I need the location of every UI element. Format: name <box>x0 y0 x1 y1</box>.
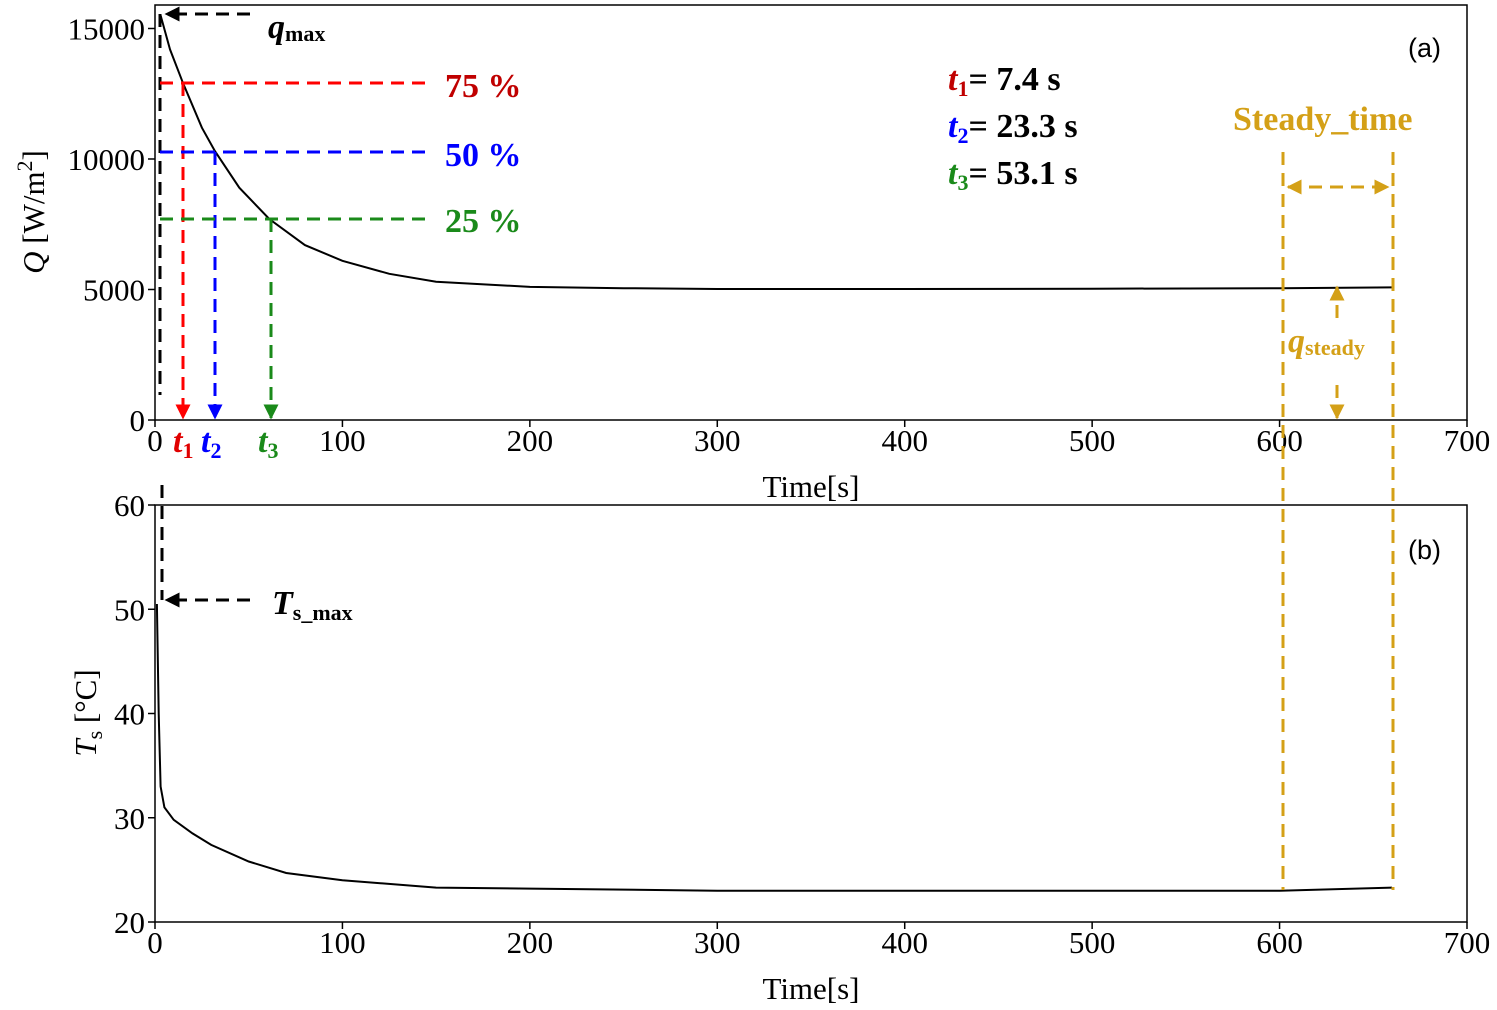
x-tick-label: 500 <box>1069 925 1116 960</box>
subscript: 3 <box>957 170 968 195</box>
unit: ] <box>16 150 51 160</box>
x-tick-label: 100 <box>319 925 366 960</box>
x-tick-label: 100 <box>319 423 366 458</box>
t-label: t2 <box>201 423 221 463</box>
x-tick-label: 600 <box>1256 423 1303 458</box>
y-tick-label: 40 <box>114 697 145 732</box>
x-tick-label: 300 <box>694 423 741 458</box>
x-tick-label: 600 <box>1256 925 1303 960</box>
x-axis-label: Time[s] <box>762 469 859 504</box>
x-tick-label: 0 <box>147 925 163 960</box>
level-label: 25 % <box>445 203 522 240</box>
symbol: Q <box>16 252 51 274</box>
y-tick-label: 0 <box>130 403 146 438</box>
symbol: t <box>948 155 959 192</box>
x-tick-label: 300 <box>694 925 741 960</box>
y-axis-label: Q [W/m2] <box>12 150 51 274</box>
y-tick-label: 5000 <box>83 272 145 307</box>
result: t3= 53.1 s <box>948 155 1078 195</box>
x-tick-label: 200 <box>507 423 554 458</box>
value: = 7.4 s <box>968 61 1060 98</box>
symbol: t <box>948 108 959 145</box>
x-tick-label: 700 <box>1444 925 1491 960</box>
annotation-texts: qmax 75 % 50 % 25 % t1 t2 t3 t1= 7.4 s t… <box>12 9 1441 757</box>
level-label: 50 % <box>445 137 522 174</box>
value: = 23.3 s <box>968 108 1077 145</box>
symbol: t <box>948 61 959 98</box>
y-tick-label: 15000 <box>68 11 146 46</box>
x-tick-label: 500 <box>1069 423 1116 458</box>
subscript: s_max <box>293 600 353 625</box>
t-label: t1 <box>173 423 193 463</box>
subscript: 1 <box>182 438 193 463</box>
symbol: t <box>201 423 212 460</box>
subscript: max <box>285 21 325 46</box>
annotations <box>158 6 1395 890</box>
subscript: 2 <box>957 123 968 148</box>
result: t2= 23.3 s <box>948 108 1078 148</box>
symbol: T <box>68 737 103 757</box>
superscript: 2 <box>12 160 37 171</box>
symbol: q <box>268 9 285 46</box>
result: t1= 7.4 s <box>948 61 1061 101</box>
subscript: s <box>82 731 107 740</box>
t-label: t3 <box>258 423 278 463</box>
plot-frame <box>154 504 1468 923</box>
symbol: t <box>173 423 184 460</box>
plot-frame <box>154 4 1468 421</box>
panel-label: (b) <box>1408 535 1441 565</box>
y-tick-label: 10000 <box>68 142 146 177</box>
symbol: t <box>258 423 269 460</box>
subscript: 3 <box>267 438 278 463</box>
value: = 53.1 s <box>968 155 1077 192</box>
unit: [W/m <box>16 171 51 251</box>
x-axis-label: Time[s] <box>762 971 859 1006</box>
y-tick-label: 30 <box>114 801 145 836</box>
symbol: T <box>272 585 294 622</box>
unit: [°C] <box>68 669 103 730</box>
y-tick-label: 60 <box>114 488 145 523</box>
x-tick-label: 200 <box>507 925 554 960</box>
y-axis-label: Ts [°C] <box>68 669 107 756</box>
symbol: q <box>1288 323 1305 360</box>
qmax-label: qmax <box>268 9 325 46</box>
steady-time-label: Steady_time <box>1233 101 1412 138</box>
subscript: 1 <box>957 76 968 101</box>
data-line <box>159 15 1393 290</box>
y-tick-label: 20 <box>114 905 145 940</box>
panel-label: (a) <box>1408 33 1441 63</box>
q-steady-label: qsteady <box>1288 323 1365 360</box>
x-tick-label: 400 <box>881 423 928 458</box>
x-tick-label: 0 <box>147 423 163 458</box>
subscript: steady <box>1305 335 1365 360</box>
data-line <box>155 603 1393 892</box>
subscript: 2 <box>210 438 221 463</box>
tsmax-label: Ts_max <box>272 585 353 625</box>
level-label: 75 % <box>445 68 522 105</box>
x-tick-label: 700 <box>1444 423 1491 458</box>
x-tick-label: 400 <box>881 925 928 960</box>
y-tick-label: 50 <box>114 592 145 627</box>
